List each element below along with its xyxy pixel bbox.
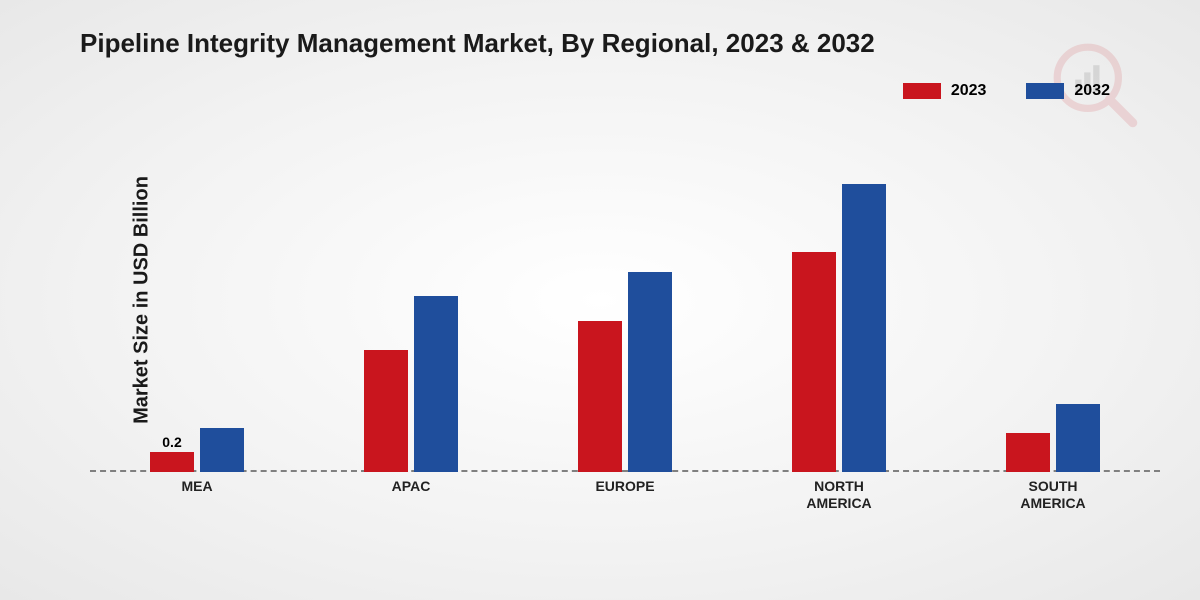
bar-2023-mea: 0.2 [150, 452, 194, 472]
bar-2032-europe [628, 272, 672, 472]
bar-2023-apac [364, 350, 408, 472]
bar-group: 0.2 [150, 130, 244, 472]
x-tick-label: MEA [137, 472, 257, 520]
bar-2023-north-america [792, 252, 836, 472]
legend-label-2032: 2032 [1074, 82, 1110, 100]
chart-title: Pipeline Integrity Management Market, By… [80, 28, 875, 59]
x-tick-label: EUROPE [565, 472, 685, 520]
x-tick-label: SOUTHAMERICA [993, 472, 1113, 520]
bar-groups: 0.2 [90, 130, 1160, 472]
bar-group [792, 130, 886, 472]
legend-swatch-2032 [1026, 83, 1064, 99]
x-axis-labels: MEA APAC EUROPE NORTHAMERICA SOUTHAMERICA [90, 472, 1160, 520]
bar-group [1006, 130, 1100, 472]
legend-swatch-2023 [903, 83, 941, 99]
legend-item-2023: 2023 [903, 82, 987, 100]
bar-2023-south-america [1006, 433, 1050, 472]
x-tick-label: APAC [351, 472, 471, 520]
bar-value-label: 0.2 [162, 434, 181, 452]
legend-label-2023: 2023 [951, 82, 987, 100]
x-tick-label: NORTHAMERICA [779, 472, 899, 520]
bar-2032-south-america [1056, 404, 1100, 472]
plot-area: 0.2 MEA APAC EUROPE NORTHAMERICA SOUTHAMERIC… [90, 130, 1160, 520]
legend: 2023 2032 [903, 82, 1110, 100]
bar-2032-apac [414, 296, 458, 472]
legend-item-2032: 2032 [1026, 82, 1110, 100]
bar-group [364, 130, 458, 472]
bar-2023-europe [578, 321, 622, 472]
bar-2032-mea [200, 428, 244, 472]
bar-group [578, 130, 672, 472]
bar-2032-north-america [842, 184, 886, 472]
